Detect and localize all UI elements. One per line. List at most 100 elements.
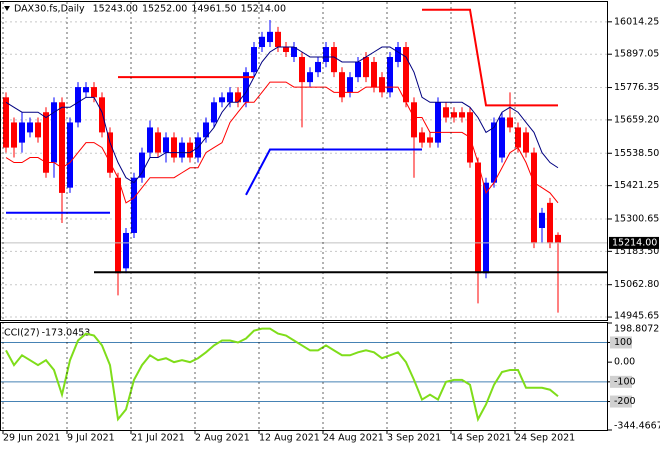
candle-body <box>187 142 193 158</box>
candle-body <box>539 212 545 228</box>
candle-body <box>451 112 457 118</box>
candle-body <box>3 97 9 148</box>
y-tick-label: -200 <box>614 396 636 407</box>
candle-body <box>259 36 265 48</box>
y-tick-label: 0.00 <box>614 357 635 368</box>
level-label-box <box>610 375 632 388</box>
candle-body <box>523 132 529 153</box>
trend-line <box>245 148 422 196</box>
candle-body <box>203 122 209 138</box>
y-tick-label: 15776.35 <box>614 82 659 93</box>
series-line <box>5 81 559 204</box>
candle-body <box>507 117 513 128</box>
candle-body <box>323 47 329 62</box>
y-tick-label: 15062.80 <box>614 279 659 290</box>
candle-body <box>499 117 505 158</box>
candle-body <box>387 56 393 93</box>
x-tick-label: 29 Jun 2021 <box>3 433 60 444</box>
candle-body <box>139 152 145 178</box>
candle-body <box>243 72 249 103</box>
candle-body <box>211 102 217 123</box>
candle-body <box>123 232 129 269</box>
x-tick-label: 24 Aug 2021 <box>323 433 384 444</box>
candle-body <box>283 47 289 53</box>
last-price-box <box>609 236 659 249</box>
candle-body <box>315 61 321 73</box>
candle-body <box>371 61 377 88</box>
candle-body <box>547 202 553 244</box>
y-tick-label: -100 <box>614 376 636 387</box>
chart-title: DAX30.fs,Daily <box>14 4 85 15</box>
candle-body <box>299 56 305 83</box>
candle-body <box>19 122 25 143</box>
panel-frame <box>0 1 608 321</box>
y-tick-label: 15421.25 <box>614 180 659 191</box>
candle-body <box>475 162 481 274</box>
candle-body <box>331 47 337 73</box>
candle-body <box>515 127 521 148</box>
level-label-box <box>610 395 632 408</box>
candle-body <box>27 122 33 133</box>
candle-body <box>307 72 313 83</box>
y-tick-label: 15300.65 <box>614 213 659 224</box>
header-value: 14961.50 <box>191 4 236 15</box>
candle-body <box>235 92 241 103</box>
indicator-title: CCI(27) <box>4 328 40 339</box>
candle-body <box>115 177 121 274</box>
series-line <box>5 46 559 184</box>
candle-body <box>75 87 81 123</box>
x-tick-label: 12 Aug 2021 <box>259 433 320 444</box>
candle-body <box>555 234 561 243</box>
candle-body <box>275 31 281 48</box>
header-value: 15243.00 <box>93 4 138 15</box>
candle-body <box>155 132 161 153</box>
candle-body <box>131 177 137 233</box>
candle-body <box>363 56 369 78</box>
y-tick-label: -344.4667 <box>614 421 660 432</box>
candle-body <box>67 122 73 188</box>
candle-body <box>51 102 57 163</box>
candle-body <box>35 122 41 138</box>
x-tick-label: 2 Aug 2021 <box>195 433 250 444</box>
candle-body <box>147 127 153 153</box>
candle-body <box>163 137 169 153</box>
candle-body <box>403 47 409 103</box>
candle-body <box>347 77 353 93</box>
x-tick-label: 3 Sep 2021 <box>387 433 441 444</box>
collapse-icon <box>4 6 10 11</box>
candle-body <box>435 102 441 143</box>
candle-body <box>267 31 273 43</box>
panel-frame <box>0 322 608 431</box>
candle-body <box>291 47 297 57</box>
candle-body <box>99 97 105 133</box>
candle-body <box>91 87 97 98</box>
candle-body <box>227 92 233 103</box>
candle-body <box>531 152 537 244</box>
candle-body <box>339 72 345 98</box>
y-tick-label: 15659.20 <box>614 114 659 125</box>
candle-body <box>219 97 225 103</box>
x-tick-label: 21 Jul 2021 <box>131 433 185 444</box>
candle-body <box>427 137 433 143</box>
level-label-box <box>610 336 632 349</box>
x-tick-label: 14 Sep 2021 <box>451 433 511 444</box>
y-tick-label: 198.8072 <box>614 324 659 335</box>
candle-body <box>379 77 385 93</box>
candle-body <box>171 137 177 158</box>
candle-body <box>395 47 401 62</box>
candle-body <box>411 102 417 138</box>
x-tick-label: 9 Jul 2021 <box>67 433 115 444</box>
candle-body <box>419 132 425 143</box>
trend-line <box>422 8 558 107</box>
x-tick-label: 24 Sep 2021 <box>515 433 575 444</box>
candle-body <box>459 112 465 118</box>
candle-body <box>443 107 449 118</box>
y-tick-label: 100 <box>614 337 632 348</box>
y-tick-label: 14945.65 <box>614 311 659 322</box>
series-line <box>5 327 559 423</box>
candle-body <box>179 142 185 158</box>
candle-body <box>251 47 257 73</box>
candle-body <box>11 122 17 148</box>
